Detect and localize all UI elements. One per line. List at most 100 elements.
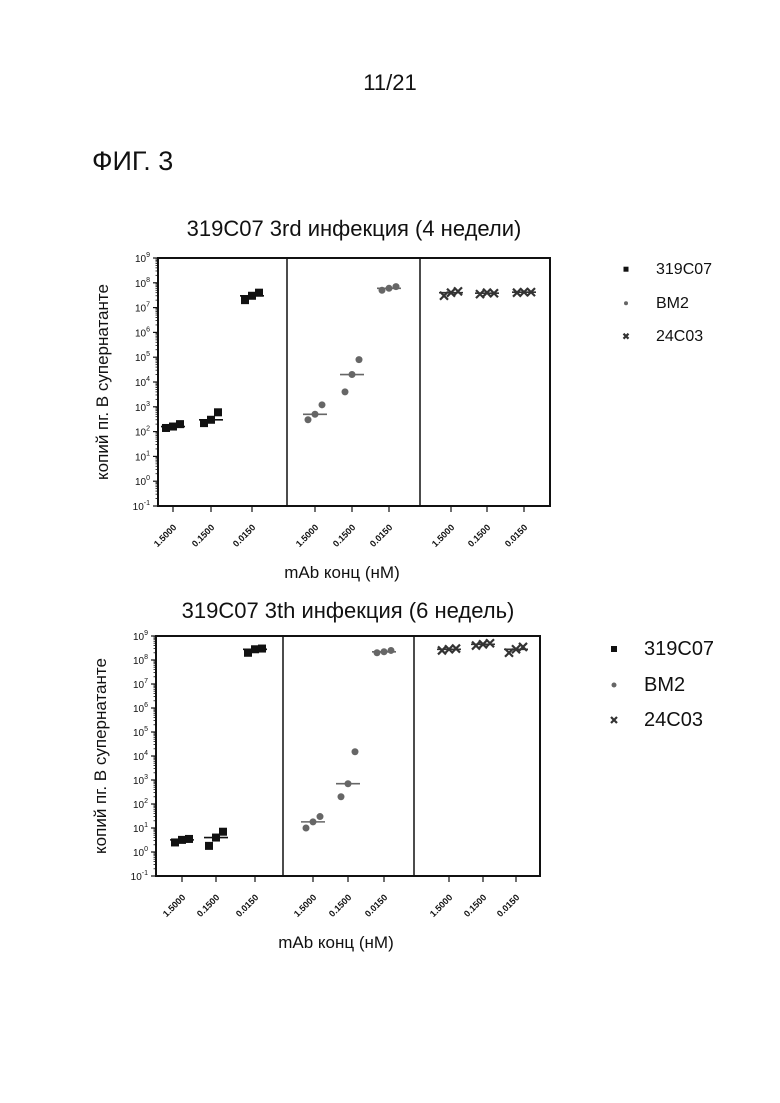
data-point [356, 356, 363, 363]
figure-label: ФИГ. 3 [92, 146, 173, 177]
data-point [207, 416, 215, 424]
data-point [171, 838, 179, 846]
x-tick-label: 1.5000 [292, 892, 319, 919]
legend-marker [624, 301, 628, 305]
x-axis-label: mAb конц (нМ) [278, 933, 393, 952]
data-point [476, 290, 484, 298]
x-tick-label: 0.0150 [503, 522, 530, 549]
chart-title: 319C07 3th инфекция (6 недель) [182, 598, 515, 623]
y-tick-label: 100 [133, 846, 148, 859]
chart-title: 319C07 3rd инфекция (4 недели) [187, 216, 522, 241]
data-point [303, 825, 310, 832]
x-tick-label: 1.5000 [161, 892, 188, 919]
data-point [393, 283, 400, 290]
x-tick-label: 0.1500 [466, 522, 493, 549]
y-tick-label: 102 [135, 426, 150, 439]
data-point [205, 842, 213, 850]
data-point [200, 419, 208, 427]
x-tick-label: 0.0150 [234, 892, 261, 919]
y-tick-label: 109 [133, 630, 148, 643]
legend-label: BM2 [656, 295, 689, 312]
y-tick-label: 102 [133, 798, 148, 811]
y-tick-label: 10-1 [133, 500, 150, 513]
data-point [241, 296, 249, 304]
data-point [251, 645, 259, 653]
legend-label: BM2 [644, 674, 685, 696]
y-tick-label: 107 [135, 302, 150, 315]
data-point [178, 836, 186, 844]
data-point [379, 287, 386, 294]
y-tick-label: 109 [135, 252, 150, 265]
chart-4-weeks: 319C07 3rd инфекция (4 недели)10-1100101… [0, 200, 780, 590]
data-point [214, 408, 222, 416]
y-axis-label: копий пг. В супернатанте [91, 658, 110, 854]
x-tick-label: 0.0150 [231, 522, 258, 549]
data-point [374, 649, 381, 656]
data-point [352, 748, 359, 755]
y-tick-label: 106 [135, 326, 150, 339]
data-point [349, 371, 356, 378]
legend-marker [624, 334, 629, 339]
data-point [310, 818, 317, 825]
data-point [486, 639, 494, 647]
legend-marker [611, 646, 617, 652]
y-tick-label: 106 [133, 702, 148, 715]
legend-marker [611, 717, 617, 723]
data-point [472, 642, 480, 650]
y-tick-label: 103 [135, 401, 150, 414]
data-point [255, 289, 263, 297]
y-tick-label: 10-1 [131, 870, 148, 883]
data-point [212, 834, 220, 842]
x-tick-label: 0.1500 [327, 892, 354, 919]
legend-label: 24C03 [656, 328, 703, 345]
legend-label: 24C03 [644, 709, 703, 731]
y-tick-label: 105 [135, 351, 150, 364]
x-tick-label: 1.5000 [152, 522, 179, 549]
y-tick-label: 108 [133, 654, 148, 667]
data-point [317, 813, 324, 820]
x-tick-label: 0.1500 [462, 892, 489, 919]
x-tick-label: 0.0150 [363, 892, 390, 919]
data-point [338, 793, 345, 800]
legend-label: 319C07 [656, 261, 712, 278]
x-tick-label: 1.5000 [294, 522, 321, 549]
page-number: 11/21 [0, 70, 780, 96]
x-tick-label: 0.0150 [368, 522, 395, 549]
x-tick-label: 0.1500 [195, 892, 222, 919]
data-point [244, 649, 252, 657]
data-point [454, 287, 462, 295]
x-tick-label: 1.5000 [430, 522, 457, 549]
data-point [388, 647, 395, 654]
y-tick-label: 101 [133, 822, 148, 835]
data-point [319, 401, 326, 408]
data-point [219, 828, 227, 836]
legend-marker [624, 267, 629, 272]
y-tick-label: 104 [133, 750, 148, 763]
data-point [258, 645, 266, 653]
y-tick-label: 100 [135, 475, 150, 488]
x-tick-label: 0.0150 [495, 892, 522, 919]
data-point [176, 420, 184, 428]
data-point [438, 646, 446, 654]
x-axis-label: mAb конц (нМ) [284, 563, 399, 582]
data-point [342, 388, 349, 395]
data-point [185, 835, 193, 843]
data-point [345, 780, 352, 787]
legend-marker [612, 683, 617, 688]
y-tick-label: 107 [133, 678, 148, 691]
data-point [248, 292, 256, 300]
legend-label: 319C07 [644, 638, 714, 660]
chart-6-weeks: 319C07 3th инфекция (6 недель) 10-1 100 101… [0, 590, 780, 960]
data-point [169, 423, 177, 431]
data-point [162, 424, 170, 432]
data-point [381, 648, 388, 655]
x-tick-label: 0.1500 [331, 522, 358, 549]
data-point [386, 285, 393, 292]
y-tick-label: 103 [133, 774, 148, 787]
y-tick-label: 104 [135, 376, 150, 389]
y-tick-label: 105 [133, 726, 148, 739]
x-tick-label: 1.5000 [428, 892, 455, 919]
x-tick-label: 0.1500 [190, 522, 217, 549]
data-point [305, 416, 312, 423]
data-point [312, 411, 319, 418]
